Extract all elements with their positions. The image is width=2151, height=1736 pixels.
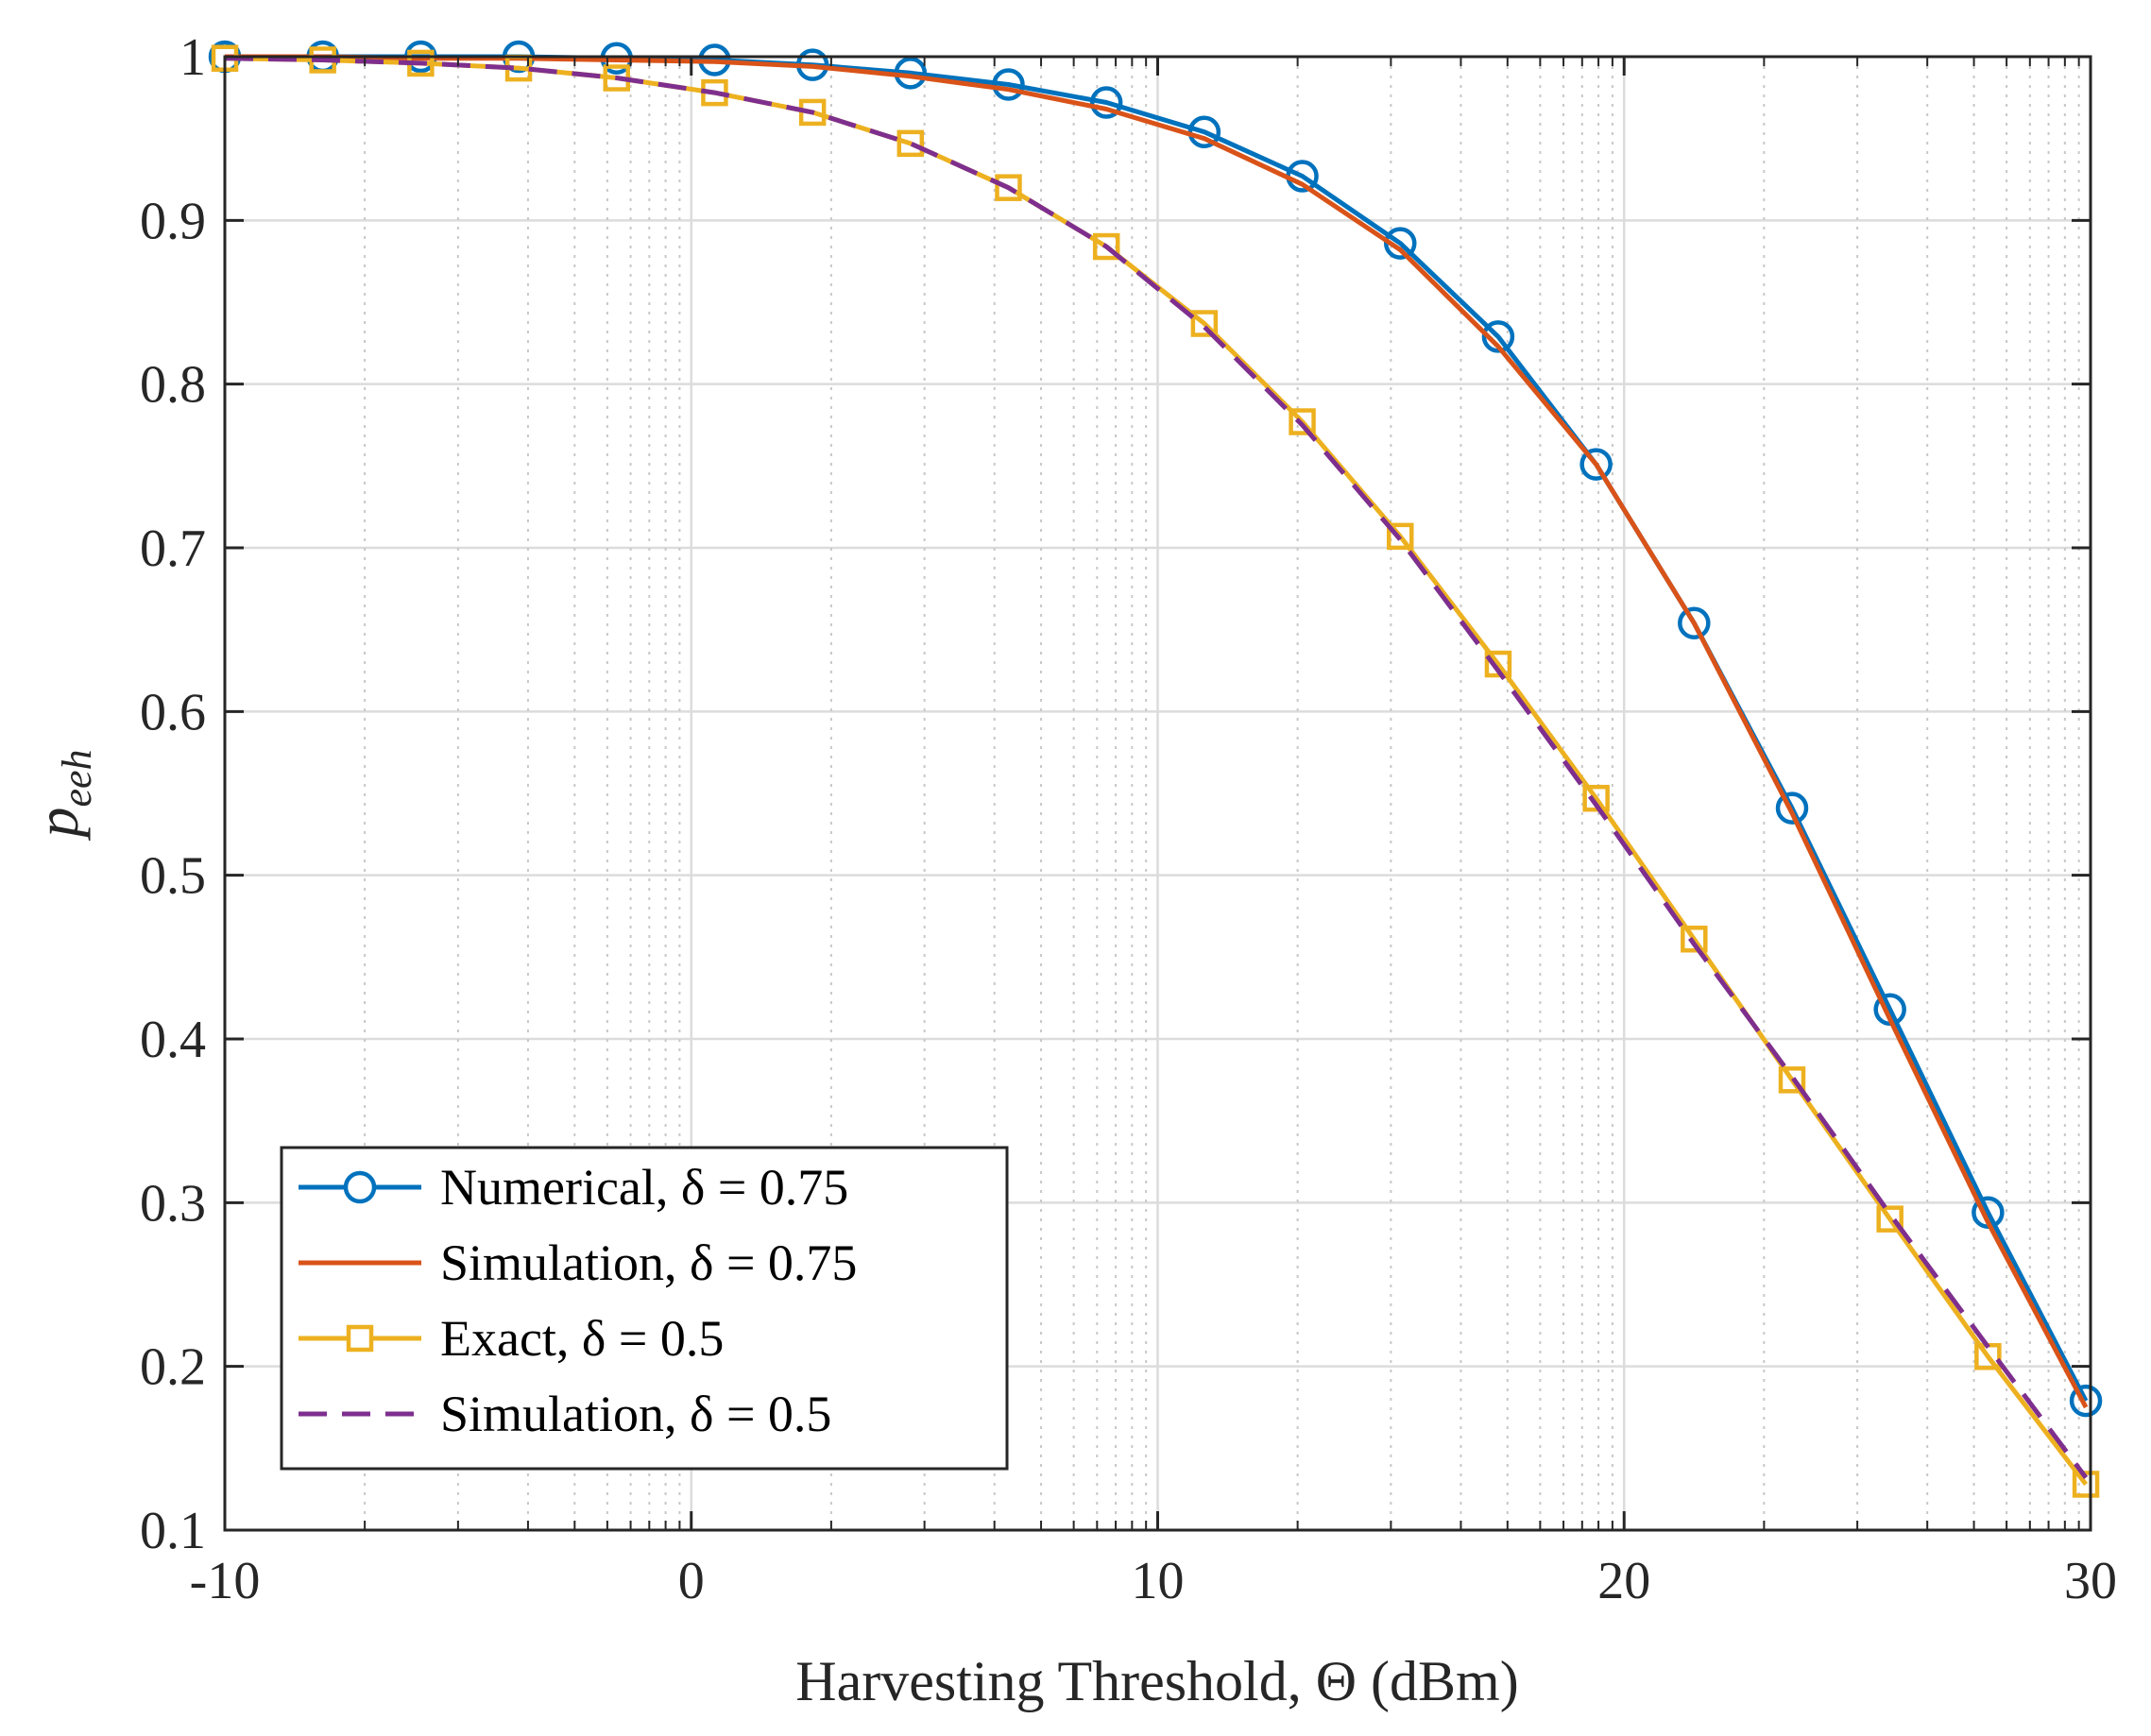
data-point (1876, 1205, 1903, 1233)
y-tick-label: 0.8 (140, 356, 206, 415)
legend-entry-1: Numerical, δ = 0.75 (299, 1159, 848, 1216)
y-tick-label: 0.1 (140, 1502, 206, 1560)
legend-marker (346, 1324, 374, 1353)
data-point (1681, 926, 1708, 953)
x-tick-label: 0 (678, 1552, 705, 1610)
ticks (223, 55, 2092, 1532)
data-point (992, 68, 1025, 101)
legend: Numerical, δ = 0.75 Simulation, δ = 0.75 E… (280, 1146, 1009, 1471)
data-point (1582, 784, 1610, 812)
tick-labels: -10 0 10 20 30 0.1 0.2 0.3 0.4 0.5 0.6 0.7 0.8 0.9 1 (140, 28, 2117, 1610)
y-axis-label-main: p (24, 808, 91, 842)
legend-label: Simulation, δ = 0.5 (440, 1386, 831, 1442)
x-tick-label: 30 (2064, 1552, 2117, 1610)
y-axis-label-subscript: eeh (54, 749, 100, 807)
data-point (1092, 232, 1120, 261)
data-point (1579, 448, 1613, 481)
y-tick-label: 0.6 (140, 683, 206, 741)
y-tick-label: 0.2 (140, 1338, 206, 1397)
data-point (995, 174, 1022, 201)
legend-entry-2: Simulation, δ = 0.75 (299, 1234, 857, 1291)
y-tick-label: 1 (179, 28, 206, 87)
data-point (1775, 791, 1809, 825)
y-axis-label: peeh (24, 749, 100, 841)
data-point (1089, 86, 1123, 119)
y-tick-label: 0.4 (140, 1011, 206, 1069)
series-line (225, 54, 2089, 1409)
data-point (2072, 1471, 2100, 1498)
data-point (896, 129, 925, 158)
y-tick-label: 0.5 (140, 847, 206, 906)
data-point (1678, 606, 1711, 639)
x-tick-label: 10 (1132, 1552, 1185, 1610)
data-point (1384, 227, 1417, 260)
data-point (2069, 1384, 2103, 1418)
data-point (1387, 522, 1414, 551)
y-tick-label: 0.9 (140, 192, 206, 250)
data-point (1481, 320, 1515, 353)
legend-label: Numerical, δ = 0.75 (440, 1159, 848, 1216)
series-4 (224, 56, 2089, 1479)
x-axis-label: Harvesting Threshold, Θ (dBm) (795, 1650, 1518, 1712)
data-point (1778, 1066, 1806, 1094)
x-tick-label: 20 (1597, 1552, 1650, 1610)
legend-label: Exact, δ = 0.5 (440, 1310, 724, 1367)
y-tick-label: 0.7 (140, 519, 206, 578)
x-tick-label: -10 (190, 1552, 261, 1610)
legend-marker (343, 1170, 377, 1204)
series-2 (225, 54, 2089, 1409)
legend-label: Simulation, δ = 0.75 (440, 1234, 857, 1291)
legend-entry-3: Exact, δ = 0.5 (299, 1310, 724, 1367)
data-point (1484, 650, 1512, 678)
series-line (224, 56, 2089, 1479)
data-point (1190, 310, 1219, 337)
legend-entry-4: Simulation, δ = 0.5 (299, 1386, 831, 1442)
y-tick-label: 0.3 (140, 1174, 206, 1233)
data-point (1289, 408, 1316, 435)
